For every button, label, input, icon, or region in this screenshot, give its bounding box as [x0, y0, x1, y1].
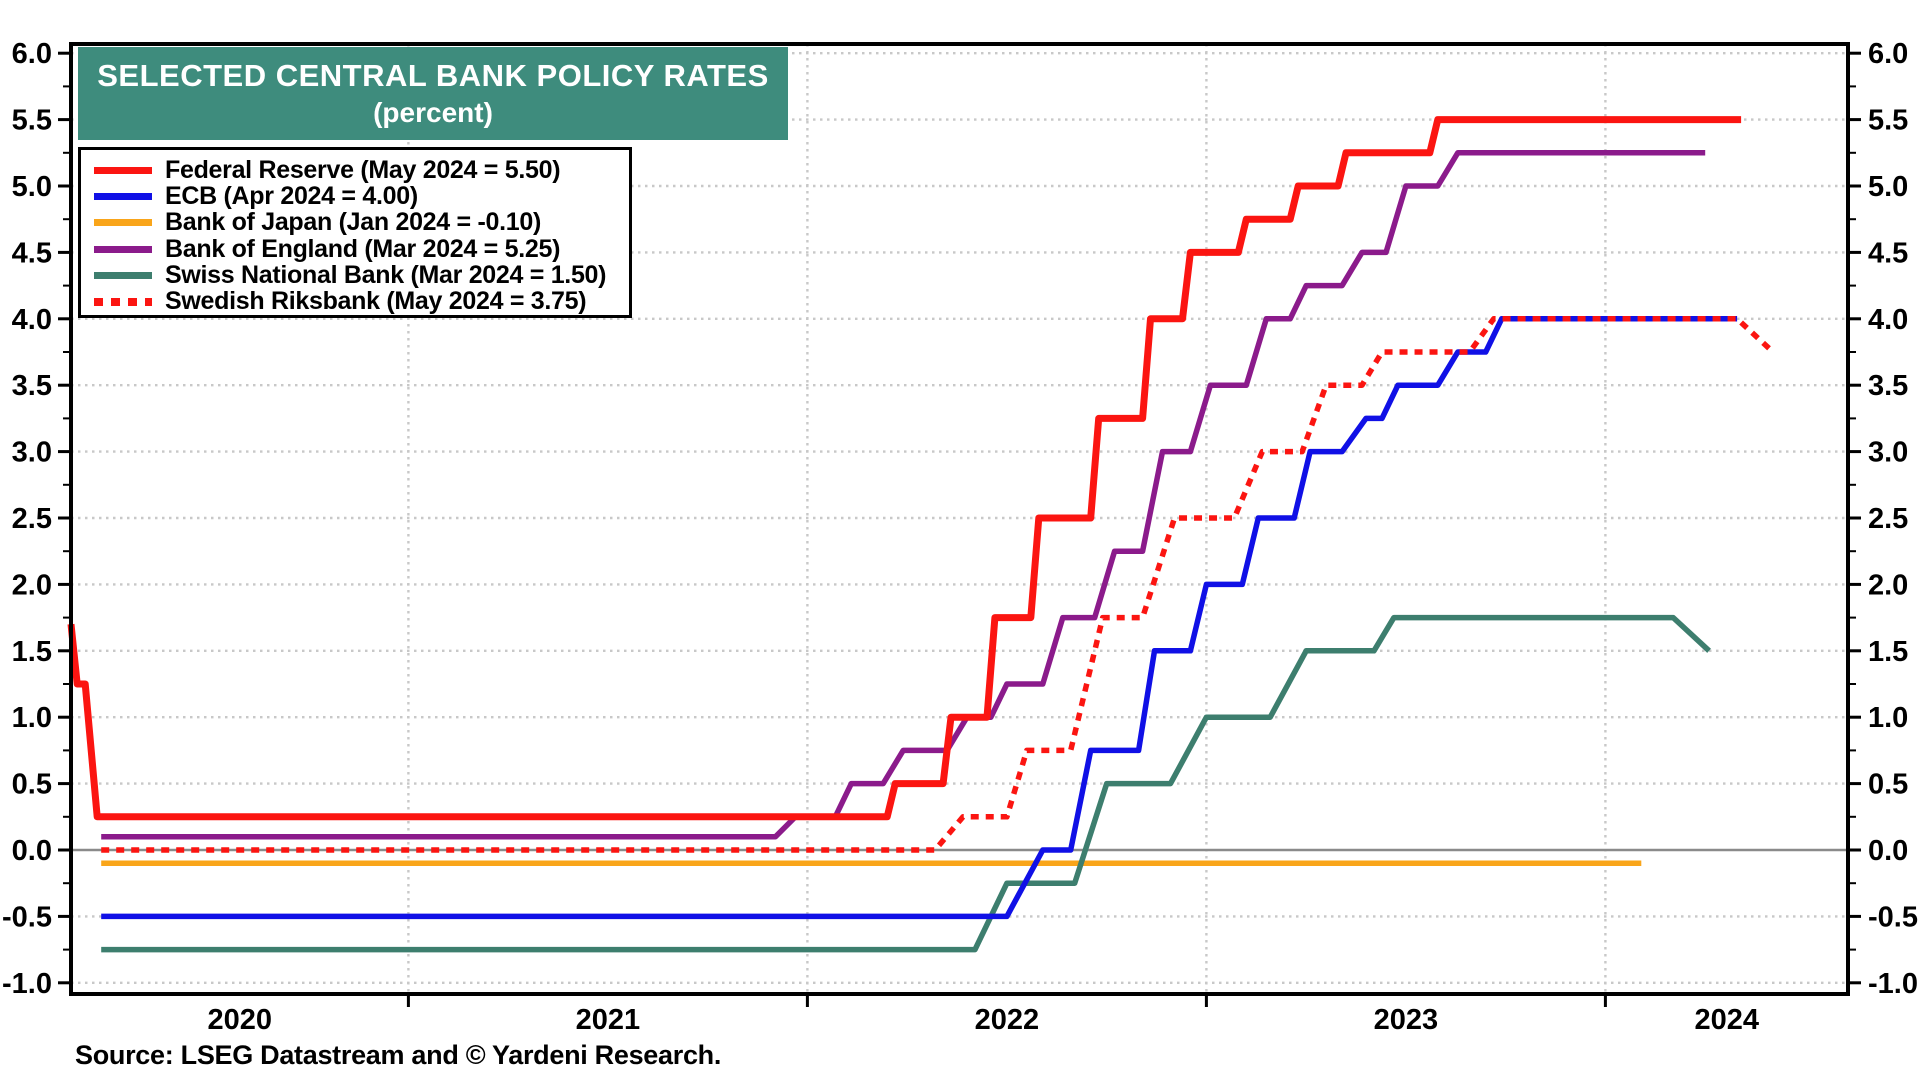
legend-swatch-solid [94, 219, 152, 227]
y-axis-label-left: 1.0 [12, 702, 52, 734]
x-axis-label: 2022 [975, 1004, 1040, 1036]
series-bank-of-england [101, 150, 1706, 840]
y-axis-label-left: 5.0 [12, 171, 52, 203]
y-axis-label-left: 2.0 [12, 569, 52, 601]
legend-label: ECB (Apr 2024 = 4.00) [165, 181, 418, 210]
x-axis-label: 2020 [207, 1004, 272, 1036]
legend-item-5: Swedish Riksbank (May 2024 = 3.75) [94, 287, 629, 316]
legend-item-0: Federal Reserve (May 2024 = 5.50) [94, 155, 629, 184]
legend-swatch-solid [94, 271, 152, 279]
y-axis-label-right: 2.5 [1868, 503, 1908, 535]
series-swedish-riksbank [101, 316, 1775, 853]
chart-subtitle: (percent) [373, 97, 493, 129]
legend-swatch-solid [94, 192, 152, 200]
legend-item-1: ECB (Apr 2024 = 4.00) [94, 181, 629, 210]
y-axis-label-right: 4.5 [1868, 237, 1908, 269]
y-axis-label-left: 5.5 [12, 105, 52, 137]
y-axis-label-right: 1.5 [1868, 636, 1908, 668]
y-axis-label-right: 0.0 [1868, 835, 1908, 867]
y-axis-label-left: 0.5 [12, 769, 52, 801]
chart-title-banner: SELECTED CENTRAL BANK POLICY RATES (perc… [78, 47, 788, 140]
legend-item-4: Swiss National Bank (Mar 2024 = 1.50) [94, 260, 629, 289]
legend-item-2: Bank of Japan (Jan 2024 = -0.10) [94, 208, 629, 237]
y-axis-label-right: 2.0 [1868, 569, 1908, 601]
y-axis-label-right: 5.5 [1868, 105, 1908, 137]
y-axis-label-right: -0.5 [1868, 901, 1918, 933]
legend-swatch-dotted [94, 297, 152, 306]
legend-label: Swiss National Bank (Mar 2024 = 1.50) [165, 260, 607, 289]
y-axis-label-left: 2.5 [12, 503, 52, 535]
legend-swatch-solid [94, 245, 152, 253]
y-axis-label-left: -1.0 [2, 968, 52, 1000]
legend: Federal Reserve (May 2024 = 5.50) ECB (Ap… [78, 147, 632, 318]
y-axis-label-left: 4.5 [12, 237, 52, 269]
legend-swatch-solid [94, 166, 152, 174]
y-axis-label-left: -0.5 [2, 901, 52, 933]
y-axis-label-right: 0.5 [1868, 769, 1908, 801]
legend-label: Swedish Riksbank (May 2024 = 3.75) [165, 287, 587, 316]
y-axis-label-left: 6.0 [12, 38, 52, 70]
y-axis-label-right: 3.5 [1868, 370, 1908, 402]
y-axis-label-right: -1.0 [1868, 968, 1918, 1000]
y-axis-label-left: 1.5 [12, 636, 52, 668]
legend-label: Bank of Japan (Jan 2024 = -0.10) [165, 208, 541, 237]
legend-item-3: Bank of England (Mar 2024 = 5.25) [94, 234, 629, 263]
x-axis-label: 2024 [1694, 1004, 1759, 1036]
y-axis-label-left: 4.0 [12, 304, 52, 336]
legend-label: Bank of England (Mar 2024 = 5.25) [165, 234, 561, 263]
series-ecb [101, 316, 1738, 920]
series-swiss-national-bank [101, 614, 1711, 953]
legend-label: Federal Reserve (May 2024 = 5.50) [165, 155, 561, 184]
y-axis-label-right: 1.0 [1868, 702, 1908, 734]
y-axis-label-left: 3.0 [12, 437, 52, 469]
chart-title: SELECTED CENTRAL BANK POLICY RATES [97, 58, 769, 94]
y-axis-label-left: 3.5 [12, 370, 52, 402]
x-axis-label: 2023 [1374, 1004, 1439, 1036]
y-axis-label-right: 5.0 [1868, 171, 1908, 203]
y-axis-label-right: 6.0 [1868, 38, 1908, 70]
y-axis-label-right: 4.0 [1868, 304, 1908, 336]
series-federal-reserve [67, 116, 1742, 821]
y-axis-label-right: 3.0 [1868, 437, 1908, 469]
x-axis-label: 2021 [576, 1004, 641, 1036]
y-axis-label-left: 0.0 [12, 835, 52, 867]
source-text: Source: LSEG Datastream and © Yardeni Re… [75, 1040, 722, 1070]
